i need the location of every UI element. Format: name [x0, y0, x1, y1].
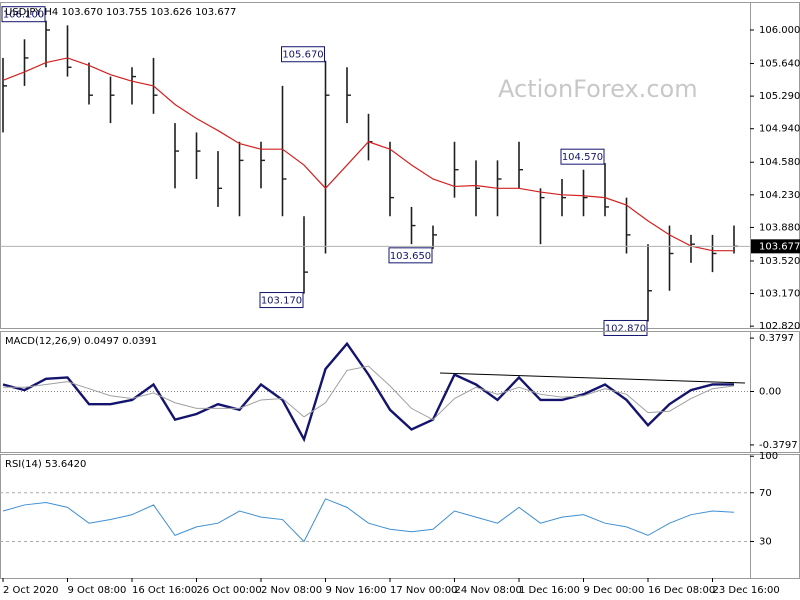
- x-tick-label: 26 Oct 00:00: [197, 585, 262, 596]
- y-tick-label: 105.640: [759, 59, 800, 70]
- x-tick-label: 23 Dec 16:00: [713, 585, 780, 596]
- y-tick-label: 0.3797: [759, 333, 794, 344]
- watermark: ActionForex.com: [498, 75, 698, 103]
- price-annotation-label: 105.670: [282, 50, 323, 61]
- y-tick-label: 106.000: [759, 25, 800, 36]
- price-annotation-label: 106.100: [3, 10, 44, 21]
- price-annotation-label: 103.170: [261, 296, 302, 307]
- y-tick-label: 103.170: [759, 289, 800, 300]
- y-tick-label: -0.3797: [759, 440, 798, 451]
- x-tick-label: 17 Nov 00:00: [390, 585, 457, 596]
- price-annotation-box: [259, 292, 304, 309]
- x-tick-label: 16 Oct 16:00: [132, 585, 197, 596]
- x-tick-label: 24 Nov 08:00: [455, 585, 522, 596]
- panel-title: USDJPY,H4 103.670 103.755 103.626 103.67…: [5, 7, 236, 18]
- rsi-line: [2, 498, 735, 543]
- last-price-box: [751, 239, 800, 254]
- macd-line: [2, 341, 734, 443]
- y-tick-label: 104.230: [759, 190, 800, 201]
- x-tick-label: 9 Dec 00:00: [584, 585, 645, 596]
- panel-title: RSI(14) 53.6420: [5, 459, 86, 470]
- y-tick-label: 104.580: [759, 157, 800, 168]
- y-tick-label: 103.880: [759, 222, 800, 233]
- y-tick-label: 70: [759, 488, 772, 499]
- moving-average: [2, 57, 734, 252]
- y-tick-label: 103.520: [759, 256, 800, 267]
- price-annotation-label: 102.870: [605, 323, 646, 334]
- panel-title: MACD(12,26,9) 0.0497 0.0391: [5, 336, 157, 347]
- price-annotation-box: [1, 6, 46, 23]
- signal-line: [3, 365, 735, 421]
- last-price-label: 103.677: [759, 241, 800, 252]
- price-annotation-box: [388, 247, 433, 264]
- trend-line: [439, 372, 746, 384]
- price-annotation-label: 103.650: [390, 251, 431, 262]
- y-tick-label: 102.820: [759, 321, 800, 332]
- price-annotation-box: [560, 148, 605, 165]
- price-annotation-box: [281, 46, 325, 63]
- y-tick-label: 100: [759, 451, 778, 462]
- x-tick-label: 9 Nov 16:00: [326, 585, 387, 596]
- y-tick-label: 105.290: [759, 91, 800, 102]
- y-tick-label: 30: [759, 536, 772, 547]
- x-tick-label: 2 Nov 08:00: [261, 585, 322, 596]
- price-annotation-label: 104.570: [562, 152, 603, 163]
- y-tick-label: 104.940: [759, 124, 800, 135]
- x-tick-label: 9 Oct 08:00: [68, 585, 127, 596]
- x-tick-label: 16 Dec 08:00: [648, 585, 715, 596]
- x-tick-label: 1 Dec 16:00: [519, 585, 580, 596]
- y-tick-label: 0.00: [759, 387, 781, 398]
- x-tick-label: 2 Oct 2020: [3, 585, 58, 596]
